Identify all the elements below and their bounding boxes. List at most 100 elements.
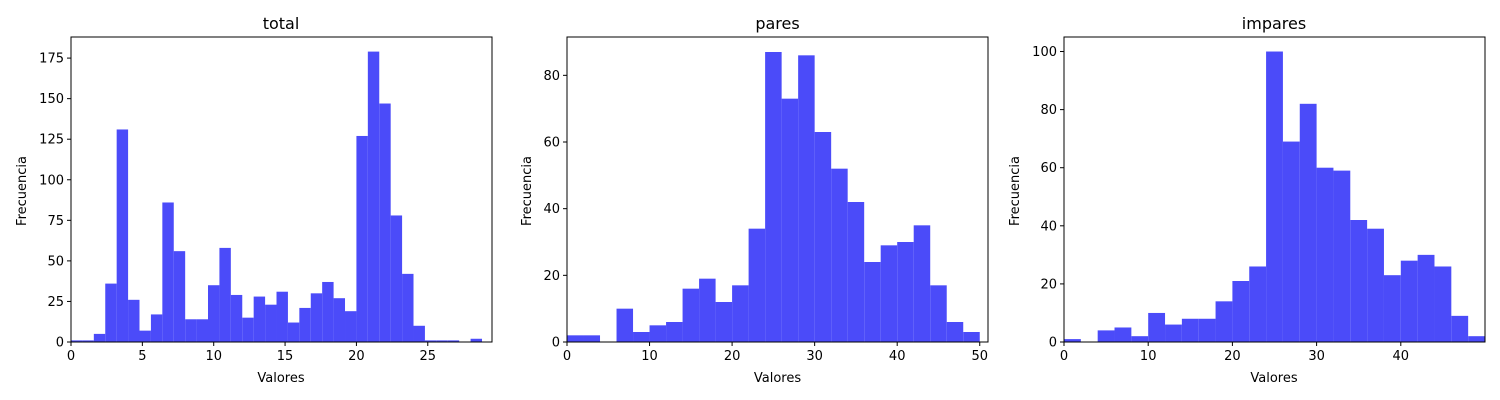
x-tick-label: 30 bbox=[806, 349, 823, 364]
histogram-bar bbox=[402, 273, 414, 342]
histogram-bar bbox=[413, 325, 425, 342]
x-tick-label: 40 bbox=[889, 349, 906, 364]
histogram-bar bbox=[583, 335, 601, 342]
histogram-bar bbox=[616, 308, 634, 342]
histogram-bar bbox=[367, 51, 380, 342]
y-tick-label: 40 bbox=[543, 202, 560, 217]
histogram-bar bbox=[864, 262, 881, 342]
y-tick-label: 175 bbox=[39, 52, 64, 67]
x-tick-label: 10 bbox=[1140, 349, 1157, 364]
x-tick-label: 15 bbox=[277, 349, 294, 364]
histogram-bar bbox=[242, 317, 254, 342]
histogram-bar bbox=[1468, 336, 1485, 342]
x-tick-label: 0 bbox=[1060, 349, 1068, 364]
histogram-bar bbox=[287, 322, 300, 342]
histogram-bar bbox=[470, 338, 483, 342]
histogram-bar bbox=[436, 340, 448, 342]
y-axis-label: Frecuencia bbox=[1008, 156, 1023, 226]
y-tick-label: 40 bbox=[1040, 219, 1057, 234]
x-tick-label: 25 bbox=[420, 349, 437, 364]
panel-title: total bbox=[263, 14, 300, 33]
histogram-bar bbox=[831, 168, 848, 342]
histogram-bar bbox=[1282, 141, 1300, 342]
histogram-bar bbox=[748, 228, 766, 342]
histogram-bar bbox=[1400, 260, 1418, 342]
histogram-bar bbox=[781, 98, 799, 342]
histogram-bar bbox=[390, 215, 403, 342]
bars bbox=[567, 52, 980, 342]
panel-title: impares bbox=[1242, 14, 1306, 33]
y-tick-label: 25 bbox=[47, 295, 64, 310]
histogram-bar bbox=[814, 132, 832, 342]
histogram-bar bbox=[963, 332, 980, 342]
axes-frame bbox=[566, 36, 989, 343]
x-tick-label: 5 bbox=[138, 349, 146, 364]
x-axis-label: Valores bbox=[257, 371, 304, 386]
histogram-bar bbox=[1367, 228, 1384, 342]
panel-total: total Valores Frecuencia 0 5 10 15 20 25 0 25 50… bbox=[15, 14, 493, 386]
histogram-bar bbox=[666, 322, 683, 342]
histogram-bar bbox=[897, 242, 914, 342]
y-tick-label: 100 bbox=[1032, 45, 1057, 60]
histogram-bar bbox=[1417, 254, 1435, 342]
x-axis-label: Valores bbox=[754, 371, 801, 386]
histogram-bar bbox=[798, 55, 815, 342]
y-tick-label: 80 bbox=[1040, 103, 1057, 118]
x-tick-label: 20 bbox=[1224, 349, 1241, 364]
y-axis-label: Frecuencia bbox=[15, 156, 30, 226]
histogram-bar bbox=[1383, 275, 1401, 342]
histogram-bar bbox=[322, 281, 334, 342]
histogram-bar bbox=[715, 302, 733, 342]
histogram-bar bbox=[265, 304, 277, 342]
histogram-bar bbox=[847, 202, 865, 342]
y-tick-label: 0 bbox=[1049, 336, 1057, 351]
histogram-bar bbox=[276, 291, 288, 342]
histogram-bar bbox=[219, 247, 231, 342]
panel-impares: impares Valores Frecuencia 0 10 20 30 40 0 20 4… bbox=[1008, 14, 1486, 386]
y-tick-label: 0 bbox=[56, 336, 64, 351]
x-tick-label: 40 bbox=[1393, 349, 1410, 364]
histogram-bar bbox=[1451, 315, 1469, 342]
histogram-bar bbox=[913, 225, 931, 342]
histogram-bar bbox=[1316, 167, 1334, 342]
histogram-bar bbox=[1333, 170, 1351, 342]
x-tick-label: 0 bbox=[563, 349, 571, 364]
histogram-bar bbox=[116, 129, 129, 342]
panel-pares: pares Valores Frecuencia 0 10 20 30 40 50 0 20 4… bbox=[520, 14, 989, 386]
histogram-bar bbox=[930, 285, 947, 342]
histogram-bar bbox=[173, 251, 186, 342]
histogram-bar bbox=[1350, 220, 1368, 342]
y-tick-label: 20 bbox=[1040, 277, 1057, 292]
bars bbox=[1064, 51, 1485, 343]
histogram-bar bbox=[567, 335, 584, 342]
y-tick-label: 100 bbox=[39, 173, 64, 188]
histogram-bar bbox=[1299, 103, 1317, 342]
histogram-bar bbox=[880, 245, 898, 342]
histogram-bar bbox=[447, 340, 460, 342]
axes-frame bbox=[70, 36, 493, 343]
histogram-bar bbox=[1114, 327, 1132, 342]
panel-title: pares bbox=[755, 14, 799, 33]
y-tick-label: 125 bbox=[39, 133, 64, 148]
x-tick-label: 20 bbox=[348, 349, 365, 364]
x-axis-label: Valores bbox=[1250, 371, 1297, 386]
histogram-bar bbox=[105, 283, 117, 342]
histogram-bar bbox=[424, 340, 437, 342]
histogram-bar bbox=[946, 322, 964, 342]
y-tick-label: 60 bbox=[543, 136, 560, 151]
histogram-bar bbox=[139, 330, 151, 342]
histogram-bar bbox=[699, 278, 716, 342]
y-axis-label: Frecuencia bbox=[520, 156, 535, 226]
histogram-bar bbox=[1181, 318, 1199, 342]
histogram-bar bbox=[230, 294, 243, 342]
histogram-bar bbox=[310, 293, 323, 342]
x-tick-label: 50 bbox=[971, 349, 988, 364]
histogram-bar bbox=[128, 299, 140, 342]
histogram-bar bbox=[1198, 318, 1216, 342]
bars bbox=[71, 51, 483, 343]
histogram-bar bbox=[356, 135, 368, 342]
y-tick-label: 60 bbox=[1040, 161, 1057, 176]
histogram-bar bbox=[196, 319, 209, 342]
histogram-bar bbox=[333, 298, 346, 342]
